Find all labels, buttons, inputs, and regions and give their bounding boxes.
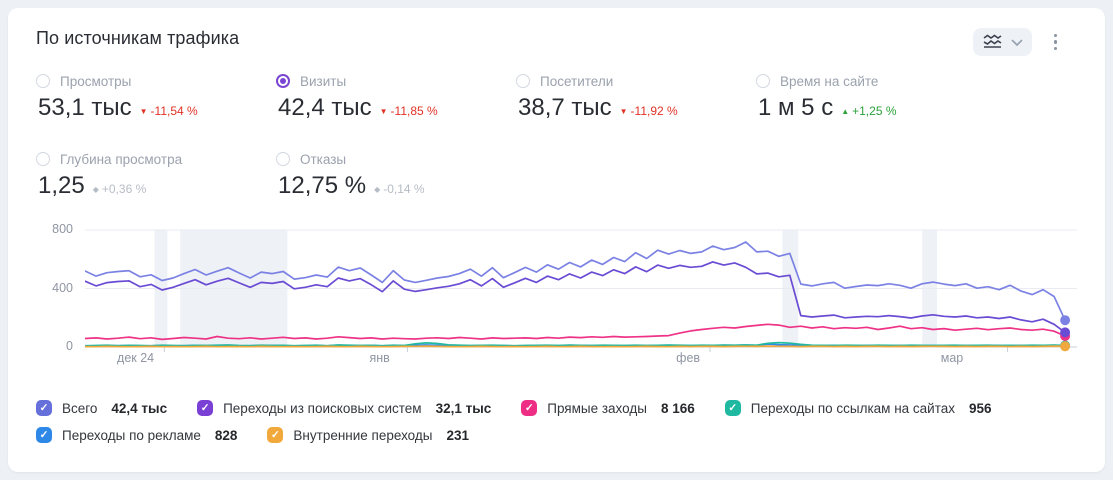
radio-icon[interactable] — [516, 74, 530, 88]
checkbox-checked-icon[interactable] — [197, 400, 214, 416]
series-line-3[interactable] — [85, 343, 1065, 346]
checkbox-checked-icon[interactable] — [521, 400, 538, 416]
x-axis-label: дек 24 — [117, 351, 155, 365]
series-endpoint-dot-5 — [1060, 341, 1071, 352]
plot-area: дек 24 янв фев мар — [85, 222, 1077, 372]
y-axis-label: 800 — [52, 222, 73, 236]
y-axis: 0 400 800 — [36, 222, 85, 372]
metric-value: 53,1 тыс — [38, 94, 132, 121]
metric-tab-visits[interactable]: Визиты 42,4 тыс ▼ -11,85 % — [276, 72, 516, 124]
trend-up-icon: ▲ — [841, 106, 850, 116]
legend-value: 42,4 тыс — [111, 400, 168, 416]
metric-value: 1 м 5 с — [758, 94, 834, 121]
legend-value: 32,1 тыс — [435, 400, 492, 416]
metric-tab-bounces[interactable]: Отказы 12,75 % ◆ -0,14 % — [276, 150, 516, 202]
legend-label: Переходы по ссылкам на сайтах — [750, 400, 956, 416]
metric-label: Посетители — [540, 73, 614, 89]
legend-value: 8 166 — [660, 400, 695, 416]
legend-item-ads[interactable]: Переходы по рекламе 828 — [36, 427, 237, 443]
x-axis-label: янв — [369, 351, 390, 365]
y-axis-label: 400 — [52, 280, 73, 295]
more-options-icon[interactable] — [1048, 30, 1064, 55]
radio-icon[interactable] — [756, 74, 770, 88]
radio-icon[interactable] — [276, 152, 290, 166]
legend-label: Всего — [62, 400, 98, 416]
trend-neutral-icon: ◆ — [374, 184, 381, 194]
legend-value: 231 — [446, 427, 470, 443]
trend-down-icon: ▼ — [379, 106, 388, 116]
metric-label: Отказы — [300, 151, 347, 167]
chart-canvas — [85, 229, 1077, 352]
line-chart-type-icon — [982, 33, 1003, 52]
chart-type-button[interactable] — [972, 28, 1032, 56]
metric-label: Глубина просмотра — [60, 151, 183, 167]
traffic-sources-card: По источникам трафика — [8, 8, 1105, 472]
checkbox-checked-icon[interactable] — [36, 427, 52, 443]
metric-delta: ◆ +0,36 % — [92, 182, 147, 196]
chart-legend: Всего 42,4 тыс Переходы из поисковых сис… — [36, 400, 1077, 443]
trend-down-icon: ▼ — [619, 106, 628, 116]
x-axis-label: фев — [676, 351, 701, 365]
legend-value: 828 — [214, 427, 238, 443]
legend-value: 956 — [969, 400, 992, 416]
metric-label: Время на сайте — [780, 73, 879, 89]
checkbox-checked-icon[interactable] — [267, 427, 284, 443]
metric-tab-visitors[interactable]: Посетители 38,7 тыс ▼ -11,92 % — [516, 72, 756, 124]
metric-label: Визиты — [300, 73, 347, 89]
legend-label: Переходы из поисковых систем — [223, 400, 422, 416]
series-endpoint-dot-0 — [1060, 315, 1071, 326]
checkbox-checked-icon[interactable] — [724, 400, 741, 416]
traffic-chart[interactable]: 0 400 800 дек 24 янв фев мар — [36, 222, 1077, 372]
series-endpoint-dot-1 — [1060, 327, 1071, 338]
metric-value: 42,4 тыс — [278, 94, 372, 121]
legend-item-direct[interactable]: Прямые заходы 8 166 — [521, 400, 695, 416]
x-axis-label: мар — [940, 351, 964, 365]
legend-label: Переходы по рекламе — [62, 427, 201, 443]
legend-label: Внутренние переходы — [293, 427, 433, 443]
legend-item-search[interactable]: Переходы из поисковых систем 32,1 тыс — [197, 400, 491, 416]
radio-icon[interactable] — [36, 74, 50, 88]
y-axis-label: 0 — [66, 339, 73, 353]
series-line-5[interactable] — [85, 346, 1065, 347]
card-header: По источникам трафика — [36, 28, 1077, 62]
series-line-2[interactable] — [85, 324, 1065, 339]
legend-item-internal[interactable]: Внутренние переходы 231 — [267, 427, 469, 443]
metric-value: 38,7 тыс — [518, 94, 612, 121]
legend-label: Прямые заходы — [547, 400, 647, 416]
metric-delta: ▲ +1,25 % — [841, 104, 897, 118]
series-line-1[interactable] — [85, 262, 1065, 333]
legend-item-site-links[interactable]: Переходы по ссылкам на сайтах 956 — [724, 400, 992, 416]
metric-tab-views[interactable]: Просмотры 53,1 тыс ▼ -11,54 % — [36, 72, 276, 124]
series-line-0[interactable] — [85, 242, 1065, 320]
chevron-down-icon — [1011, 35, 1023, 50]
metric-delta: ▼ -11,92 % — [619, 104, 678, 118]
metric-label: Просмотры — [60, 73, 132, 89]
radio-checked-icon[interactable] — [276, 74, 290, 88]
page-title: По источникам трафика — [36, 28, 240, 48]
trend-neutral-icon: ◆ — [92, 184, 99, 194]
trend-down-icon: ▼ — [139, 106, 148, 116]
checkbox-checked-icon[interactable] — [36, 400, 52, 416]
radio-icon[interactable] — [36, 152, 50, 166]
metric-tab-depth[interactable]: Глубина просмотра 1,25 ◆ +0,36 % — [36, 150, 276, 202]
legend-item-total[interactable]: Всего 42,4 тыс — [36, 400, 167, 416]
metric-tab-time-on-site[interactable]: Время на сайте 1 м 5 с ▲ +1,25 % — [756, 72, 996, 124]
metric-value: 1,25 — [38, 172, 85, 199]
metric-delta: ▼ -11,85 % — [379, 104, 438, 118]
metric-delta: ▼ -11,54 % — [139, 104, 198, 118]
metric-delta: ◆ -0,14 % — [374, 182, 425, 196]
metric-tabs: Просмотры 53,1 тыс ▼ -11,54 % Визиты 42,… — [36, 72, 1077, 202]
metric-value: 12,75 % — [278, 172, 367, 199]
